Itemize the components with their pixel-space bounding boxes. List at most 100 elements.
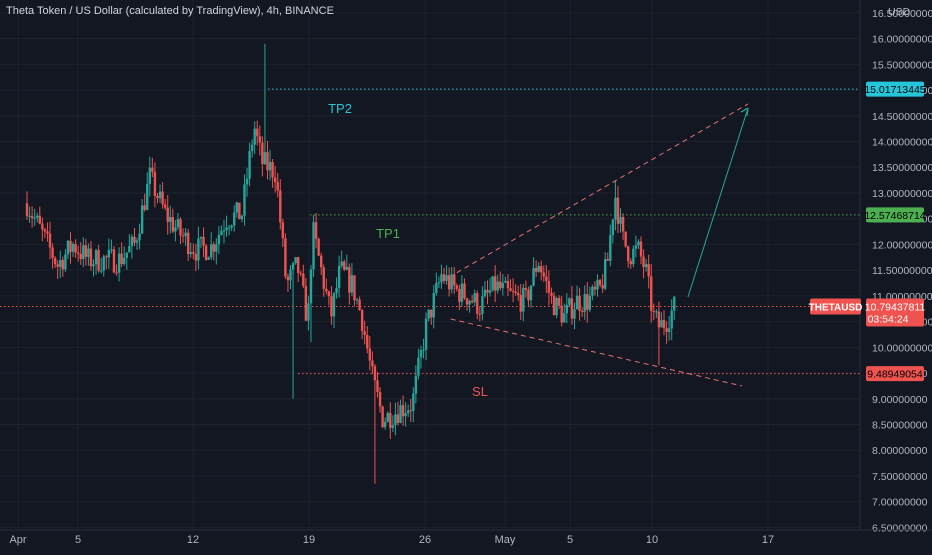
candle-body xyxy=(156,196,159,199)
y-tick-label: 8.00000000 xyxy=(872,445,928,457)
candle-body xyxy=(419,349,423,358)
level-label-tp1: TP1 xyxy=(376,226,400,241)
candle-body xyxy=(519,295,522,312)
candle-body xyxy=(79,253,82,259)
candle-body xyxy=(460,283,464,302)
candle-body xyxy=(616,197,620,224)
y-tick-label: 13.00000000 xyxy=(872,188,932,200)
candle-body xyxy=(284,238,287,277)
candle-body xyxy=(289,269,292,281)
candle-body xyxy=(368,348,372,361)
candle-body xyxy=(317,238,320,256)
candle-body xyxy=(412,393,415,411)
candle-body xyxy=(117,253,121,273)
candle-body xyxy=(568,298,571,305)
candle-body xyxy=(189,252,192,255)
candle-body xyxy=(557,298,561,306)
candle-body xyxy=(291,263,295,270)
x-tick-label: 5 xyxy=(567,534,573,546)
candle-body xyxy=(320,255,323,268)
candle-body xyxy=(69,240,72,252)
candle-body xyxy=(296,257,300,274)
candle-body xyxy=(534,268,538,272)
candle-body xyxy=(235,202,238,213)
y-tick-label: 12.00000000 xyxy=(872,239,932,251)
candle-body xyxy=(662,320,666,329)
candle-body xyxy=(660,320,663,328)
candle-body xyxy=(304,285,308,321)
time-axis[interactable]: Apr 5 12 19 26 May 5 10 17 xyxy=(0,529,932,546)
candle-body xyxy=(59,260,62,267)
candle-body xyxy=(294,257,297,264)
candle-body xyxy=(491,276,494,291)
candle-body xyxy=(639,241,643,257)
y-tick-label: 11.50000000 xyxy=(872,265,932,277)
candle-body xyxy=(422,349,425,351)
candle-body xyxy=(233,212,236,226)
candle-body xyxy=(128,246,131,253)
candle-body xyxy=(340,261,343,266)
candle-body xyxy=(565,304,569,314)
candle-body xyxy=(468,300,471,305)
candle-body xyxy=(447,275,451,290)
candle-body xyxy=(514,291,517,293)
candle-body xyxy=(330,296,333,317)
wedge-lower-line xyxy=(450,318,743,387)
candle-body xyxy=(624,231,627,247)
level-text-labels: TP2 TP1 SL xyxy=(328,101,488,399)
candle-body xyxy=(650,276,653,311)
candle-body xyxy=(112,249,116,273)
candle-body xyxy=(391,425,395,428)
candle-body xyxy=(476,293,479,314)
candle-body xyxy=(396,414,400,423)
last-price-text: 10.79437811 xyxy=(865,301,926,313)
candle-body xyxy=(399,405,402,423)
candle-body xyxy=(550,292,553,296)
candle-body xyxy=(327,291,331,297)
y-tick-label: 8.50000000 xyxy=(872,420,928,432)
candle-body xyxy=(455,285,458,289)
level-label-tp2: TP2 xyxy=(328,101,352,116)
candle-body xyxy=(614,197,617,220)
candle-body xyxy=(92,264,95,267)
candle-body xyxy=(465,298,469,305)
y-tick-label: 14.50000000 xyxy=(872,111,932,123)
level-lines xyxy=(0,88,860,375)
chart-title: Theta Token / US Dollar (calculated by T… xyxy=(6,5,334,17)
candle-body xyxy=(143,205,146,210)
y-tick-label: 14.00000000 xyxy=(872,137,932,149)
candle-body xyxy=(171,216,175,232)
candle-body xyxy=(99,270,103,272)
candle-body xyxy=(348,266,351,293)
candle-body xyxy=(371,360,374,367)
candle-body xyxy=(163,204,167,208)
candle-body xyxy=(652,310,655,312)
candle-body xyxy=(601,284,604,289)
candle-body xyxy=(358,299,361,311)
candle-body xyxy=(107,249,111,258)
candle-body xyxy=(414,375,418,394)
candle-body xyxy=(450,274,453,290)
candle-body xyxy=(258,136,262,143)
candle-body xyxy=(227,227,231,229)
candle-body xyxy=(33,217,36,219)
candle-body xyxy=(314,222,318,239)
wedge-pattern xyxy=(450,103,749,387)
candle-body xyxy=(161,191,164,205)
candle-body xyxy=(670,310,673,329)
candle-body xyxy=(483,289,487,297)
candle-body xyxy=(506,280,510,289)
candle-body xyxy=(591,286,594,296)
candle-body xyxy=(82,245,85,259)
candle-body xyxy=(337,265,341,289)
candle-body xyxy=(378,391,382,407)
candle-body xyxy=(210,244,213,258)
candle-body xyxy=(401,405,405,417)
candle-body xyxy=(335,288,338,294)
candle-body xyxy=(135,240,139,243)
candle-body xyxy=(430,309,433,318)
candle-body xyxy=(84,245,88,257)
candle-body xyxy=(527,289,530,301)
candle-body xyxy=(179,219,182,236)
